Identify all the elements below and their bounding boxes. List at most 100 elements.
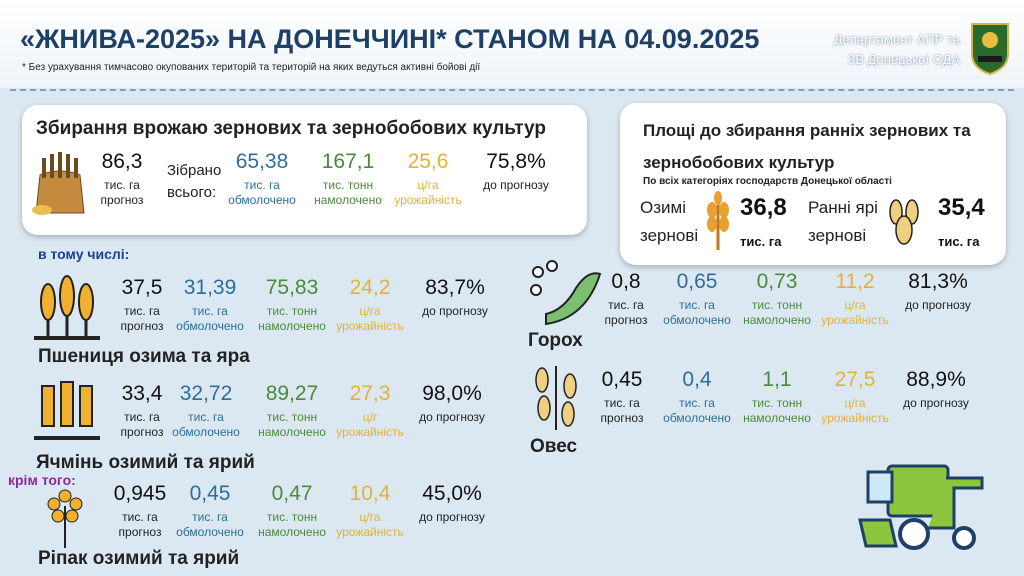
stat-label: прогноз xyxy=(118,525,162,539)
crop-name: Пшениця озима та яра xyxy=(38,346,250,367)
stat-label: прогноз xyxy=(604,313,648,327)
stat-label: прогноз xyxy=(100,193,144,207)
stat-value: 32,72 xyxy=(179,382,233,405)
stat-label: намолочено xyxy=(258,525,326,539)
stat-label: ц/га xyxy=(417,178,439,192)
areas-subtitle: По всіх категоріях господарств Донецької… xyxy=(643,176,892,187)
department: Департамент АПР та ЗВ Донецької ОДА xyxy=(820,30,960,70)
stat-label: ц/га xyxy=(359,304,381,318)
stat-label: тис. га xyxy=(608,298,644,312)
area-name: зернові xyxy=(808,226,867,245)
stat-label: урожайність xyxy=(336,525,404,539)
stat-value: 0,945 xyxy=(113,482,167,505)
stat-label: тис. га xyxy=(679,396,715,410)
stat-value: 0,65 xyxy=(676,270,718,293)
stat-label: урожайність xyxy=(336,319,404,333)
main-title: Збирання врожаю зернових та зернобобових… xyxy=(36,118,546,139)
crop-name: Ячмінь озимий та ярий xyxy=(36,452,255,473)
stat-value: 25,6 xyxy=(407,150,449,173)
stat-value: 0,8 xyxy=(611,270,641,293)
area-name: Ранні ярі xyxy=(808,198,878,217)
area-value: 35,4 xyxy=(938,194,985,221)
stat-label: обмолочено xyxy=(176,525,244,539)
peas-icon xyxy=(530,260,602,326)
stat-label: тис. тонн xyxy=(266,510,318,524)
note: * Без урахування тимчасово окупованих те… xyxy=(22,62,481,73)
area-name: Озимі xyxy=(640,198,686,217)
stat-label: тис. га xyxy=(124,410,160,424)
header-band xyxy=(0,0,1024,88)
stat-label: ц/га xyxy=(359,510,381,524)
department-line: Департамент АПР та xyxy=(833,32,960,47)
stat-label: тис. тонн xyxy=(322,178,374,192)
stat-label: прогноз xyxy=(600,411,644,425)
stat-label: урожайність xyxy=(821,411,889,425)
crop-name: Овес xyxy=(530,436,578,457)
stat-value: 45,0% xyxy=(422,482,482,505)
stat-label: урожайність xyxy=(821,313,889,327)
stat-value: 98,0% xyxy=(422,382,482,405)
stat-value: 33,4 xyxy=(121,382,163,405)
stat-value: 89,27 xyxy=(265,382,319,405)
stat-label: до прогнозу xyxy=(905,298,971,312)
stat-label: ц/г xyxy=(362,410,378,424)
stat-label: намолочено xyxy=(258,319,326,333)
stat-label: намолочено xyxy=(314,193,382,207)
wheat-icon xyxy=(889,199,919,245)
stat-value: 11,2 xyxy=(835,270,875,293)
besides-label: крім того: xyxy=(8,472,76,488)
stat-value: 0,47 xyxy=(271,482,313,505)
stat-value: 27,3 xyxy=(349,382,391,405)
stat-value: 0,4 xyxy=(682,368,712,391)
stat-label: до прогнозу xyxy=(422,304,488,318)
collected-label-line: всього: xyxy=(167,184,217,201)
grain-bag-icon xyxy=(32,152,85,215)
stat-value: 81,3% xyxy=(908,270,968,293)
areas-panel xyxy=(620,103,1006,265)
stat-label: тис. га xyxy=(244,178,280,192)
emblem xyxy=(971,23,1009,76)
stat-label: до прогнозу xyxy=(419,510,485,524)
stat-value: 83,7% xyxy=(425,276,485,299)
wheat-icon xyxy=(34,275,100,340)
stat-value: 37,5 xyxy=(121,276,163,299)
crop-name: Ріпак озимий та ярий xyxy=(38,548,240,569)
stat-label: тис. га xyxy=(192,304,228,318)
stat-label: тис. га xyxy=(188,410,224,424)
rapeseed-icon xyxy=(47,489,83,548)
including-label: в тому числі: xyxy=(38,246,130,262)
area-name: зернові xyxy=(640,226,699,245)
stat-value: 88,9% xyxy=(906,368,966,391)
stat-label: обмолочено xyxy=(172,425,240,439)
stat-value: 10,4 xyxy=(349,482,391,505)
crop-name: Горох xyxy=(528,330,583,351)
stat-label: обмолочено xyxy=(228,193,296,207)
stat-value: 75,8% xyxy=(486,150,546,173)
stat-value: 0,45 xyxy=(189,482,231,505)
wheat-icon xyxy=(707,191,729,250)
area-unit: тис. га xyxy=(740,234,782,249)
stat-label: до прогнозу xyxy=(483,178,549,192)
stat-value: 0,45 xyxy=(601,368,643,391)
stat-label: намолочено xyxy=(743,313,811,327)
collected-label-line: Зібрано xyxy=(167,162,222,179)
divider xyxy=(10,89,1014,91)
areas-title-line: зернобобових культур xyxy=(643,153,835,172)
stat-label: обмолочено xyxy=(663,313,731,327)
stat-label: тис. га xyxy=(124,304,160,318)
stat-value: 24,2 xyxy=(349,276,391,299)
stat-label: урожайність xyxy=(336,425,404,439)
stat-value: 1,1 xyxy=(762,368,792,391)
area-value: 36,8 xyxy=(740,194,787,221)
stat-value: 0,73 xyxy=(756,270,798,293)
stat-value: 31,39 xyxy=(183,276,237,299)
stat-label: прогноз xyxy=(120,319,164,333)
stat-label: до прогнозу xyxy=(903,396,969,410)
stat-label: ц/га xyxy=(844,298,866,312)
stat-label: тис. га xyxy=(192,510,228,524)
barley-icon xyxy=(34,381,100,440)
harvester-icon xyxy=(858,464,984,550)
main-panel xyxy=(22,105,587,235)
department-line: ЗВ Донецької ОДА xyxy=(847,52,960,67)
